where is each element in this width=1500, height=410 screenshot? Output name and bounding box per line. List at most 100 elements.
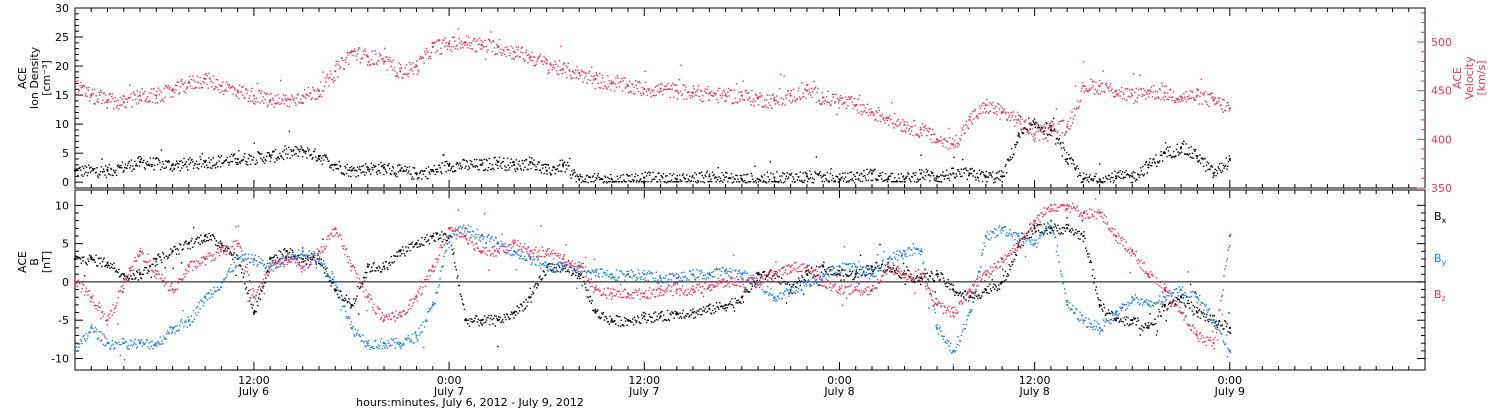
b-bx-sample	[401, 246, 404, 248]
b-bx-sample	[1003, 280, 1006, 282]
velocity-sample	[320, 96, 323, 98]
b-bx-sample	[123, 275, 126, 277]
b-bx-sample	[915, 277, 917, 280]
density-sample	[566, 161, 569, 164]
b-bx-sample	[111, 263, 113, 266]
b-bx-sample	[949, 288, 951, 291]
density-sample	[1134, 171, 1136, 174]
density-sample	[162, 163, 165, 165]
b-bx-sample	[171, 249, 174, 252]
b-bx-sample	[696, 310, 698, 312]
density-sample	[980, 172, 982, 174]
b-bx-sample	[1080, 233, 1082, 236]
density-sample	[219, 166, 222, 168]
velocity-sample	[1107, 87, 1110, 90]
b-bx-sample	[571, 274, 573, 276]
density-sample	[308, 148, 310, 151]
density-sample	[735, 174, 737, 176]
velocity-sample	[533, 65, 535, 67]
b-bx-sample	[1133, 317, 1135, 319]
velocity-sample	[571, 70, 574, 72]
b-bx-sample	[182, 248, 184, 250]
b-bx-sample	[1217, 323, 1220, 325]
velocity-sample	[683, 98, 685, 100]
velocity-sample	[836, 113, 838, 116]
b-bx-sample	[240, 265, 242, 267]
density-sample	[1000, 170, 1003, 172]
density-sample	[94, 172, 97, 174]
velocity-sample	[798, 87, 800, 89]
b-bx-sample	[1037, 224, 1039, 226]
density-sample	[946, 177, 949, 180]
b-bx-sample	[750, 288, 753, 290]
density-sample	[916, 178, 919, 180]
density-sample	[751, 175, 753, 177]
velocity-sample	[787, 90, 789, 92]
velocity-sample	[1145, 91, 1148, 94]
density-sample	[967, 174, 970, 177]
b-bx-sample	[1030, 236, 1032, 239]
b-bx-sample	[506, 313, 508, 315]
velocity-sample	[503, 50, 505, 52]
velocity-sample	[902, 119, 904, 121]
b-bx-sample	[572, 273, 575, 275]
density-sample	[1107, 178, 1109, 180]
b-bx-sample	[899, 276, 902, 279]
velocity-sample	[279, 79, 282, 82]
density-sample	[606, 182, 608, 184]
b-bx-sample	[1041, 231, 1044, 234]
b-bx-sample	[1077, 237, 1080, 240]
b-bx-sample	[1136, 320, 1138, 323]
b-bx-sample	[256, 300, 258, 303]
b-bx-sample	[316, 258, 318, 260]
velocity-sample	[220, 85, 223, 87]
density-sample	[126, 164, 129, 167]
b-bx-sample	[261, 290, 263, 292]
b-bx-sample	[419, 243, 421, 245]
velocity-point	[594, 78, 597, 81]
density-sample	[779, 179, 782, 181]
velocity-sample	[1148, 92, 1151, 95]
velocity-sample	[653, 89, 655, 91]
velocity-sample	[626, 83, 628, 85]
velocity-sample	[673, 84, 676, 86]
velocity-sample	[404, 67, 406, 69]
velocity-sample	[378, 60, 380, 62]
b-bx-sample	[600, 316, 602, 319]
velocity-sample	[580, 74, 582, 77]
density-sample	[1222, 164, 1225, 167]
density-sample	[891, 181, 893, 183]
b-bx-sample	[937, 275, 939, 278]
velocity-sample	[1037, 130, 1039, 132]
b-bx-sample	[434, 240, 436, 243]
density-sample	[75, 168, 78, 171]
velocity-sample	[110, 101, 112, 103]
velocity-sample	[511, 58, 513, 60]
velocity-sample	[976, 114, 978, 117]
velocity-sample	[639, 82, 641, 84]
velocity-sample	[427, 58, 430, 60]
density-sample	[297, 155, 299, 157]
density-sample	[579, 174, 581, 176]
b-bx-sample	[975, 290, 977, 293]
b-bx-sample	[863, 271, 865, 273]
velocity-sample	[1156, 97, 1158, 99]
velocity-sample	[694, 91, 697, 93]
velocity-sample	[75, 81, 78, 83]
b-bx-sample	[412, 246, 414, 248]
b-bx-sample	[740, 302, 742, 305]
density-sample	[145, 162, 147, 164]
density-sample	[602, 181, 605, 184]
b-bx-point	[187, 242, 190, 245]
velocity-sample	[392, 59, 395, 61]
density-sample	[1136, 179, 1138, 181]
velocity-sample	[615, 77, 617, 79]
b-by-point	[1163, 296, 1166, 299]
velocity-sample	[843, 102, 845, 105]
b-bx-sample	[745, 289, 748, 291]
b-bx-sample	[587, 289, 589, 292]
density-sample	[536, 168, 538, 171]
density-sample	[703, 181, 706, 184]
velocity-sample	[804, 88, 807, 91]
b-bx-sample	[861, 274, 863, 276]
